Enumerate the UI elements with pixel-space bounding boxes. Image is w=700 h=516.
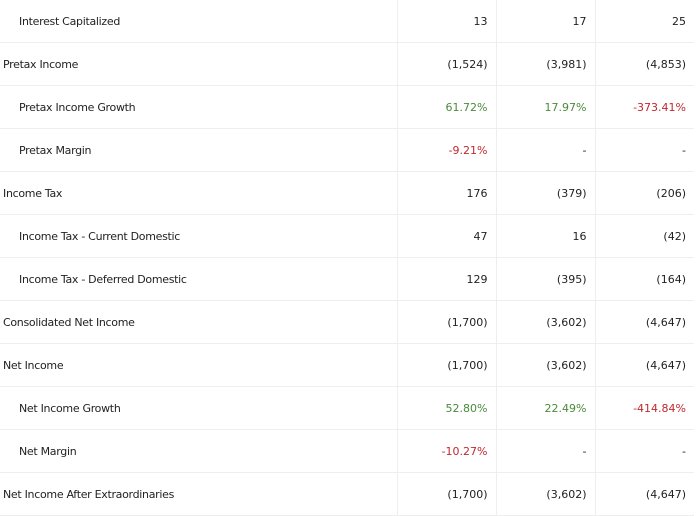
table-row: Consolidated Net Income (1,700) (3,602) (4,… (0, 300, 694, 344)
value-cell: (3,981) (495, 42, 595, 86)
table-row: Pretax Income (1,524) (3,981) (4,853) (0, 42, 694, 86)
value-cell: (42) (594, 214, 694, 258)
table-row: Net Income Growth 52.80% 22.49% -414.84% (0, 386, 694, 430)
table-row: Net Income After Extraordinaries (1,700)(… (0, 472, 694, 516)
value-cell: -9.21% (396, 128, 496, 172)
row-label: Interest Capitalized (0, 0, 397, 43)
value-cell: -10.27% (396, 429, 496, 473)
value-cell: (395) (495, 257, 595, 301)
value-cell: 47 (396, 214, 496, 258)
row-label: Income Tax (0, 171, 397, 215)
value-cell: (4,853) (594, 42, 694, 86)
value-cell: (1,700) (396, 300, 496, 344)
table-row: Income Tax - Deferred Domestic 129 (395) (1… (0, 257, 694, 301)
value-cell: - (495, 128, 595, 172)
row-label: Consolidated Net Income (0, 300, 397, 344)
value-cell: - (594, 429, 694, 473)
value-cell: (1,700) (396, 343, 496, 387)
row-label: Net Margin (0, 429, 397, 473)
value-cell: (1,524) (396, 42, 496, 86)
value-cell: 13 (396, 0, 496, 43)
value-cell: 52.80% (396, 386, 496, 430)
value-cell: 22.49% (495, 386, 595, 430)
table-row: Net Income (1,700) (3,602) (4,647) (0, 343, 694, 387)
row-label: Pretax Income Growth (0, 85, 397, 129)
row-label: Pretax Margin (0, 128, 397, 172)
row-label: Net Income (0, 343, 397, 387)
row-label: Net Income Growth (0, 386, 397, 430)
value-cell: (3,602) (495, 343, 595, 387)
value-cell: (4,647) (594, 300, 694, 344)
value-cell: -373.41% (594, 85, 694, 129)
table-row: Pretax Income Growth 61.72% 17.97% -373.41% (0, 85, 694, 129)
table-row: Pretax Margin -9.21% - - (0, 128, 694, 172)
value-cell: - (495, 429, 595, 473)
value-cell: (4,647) (594, 472, 694, 516)
value-cell: 17.97% (495, 85, 595, 129)
value-cell: (206) (594, 171, 694, 215)
value-cell: 176 (396, 171, 496, 215)
table-row: Interest Capitalized 13 17 25 (0, 0, 694, 43)
value-cell: (164) (594, 257, 694, 301)
value-cell: 61.72% (396, 85, 496, 129)
row-label: Income Tax - Deferred Domestic (0, 257, 397, 301)
value-cell: 16 (495, 214, 595, 258)
value-cell: 17 (495, 0, 595, 43)
value-cell: (4,647) (594, 343, 694, 387)
value-cell: (3,602) (495, 300, 595, 344)
value-cell: (1,700) (396, 472, 496, 516)
row-label: Pretax Income (0, 42, 397, 86)
value-cell: 129 (396, 257, 496, 301)
table-row: Income Tax 176 (379) (206) (0, 171, 694, 215)
table-row: Net Margin -10.27% - - (0, 429, 694, 473)
row-label: Income Tax - Current Domestic (0, 214, 397, 258)
value-cell: -414.84% (594, 386, 694, 430)
value-cell: (379) (495, 171, 595, 215)
row-label: Net Income After Extraordinaries (0, 472, 397, 516)
value-cell: - (594, 128, 694, 172)
table-row: Income Tax - Current Domestic 47 16 (42) (0, 214, 694, 258)
value-cell: 25 (594, 0, 694, 43)
value-cell: (3,602) (495, 472, 595, 516)
